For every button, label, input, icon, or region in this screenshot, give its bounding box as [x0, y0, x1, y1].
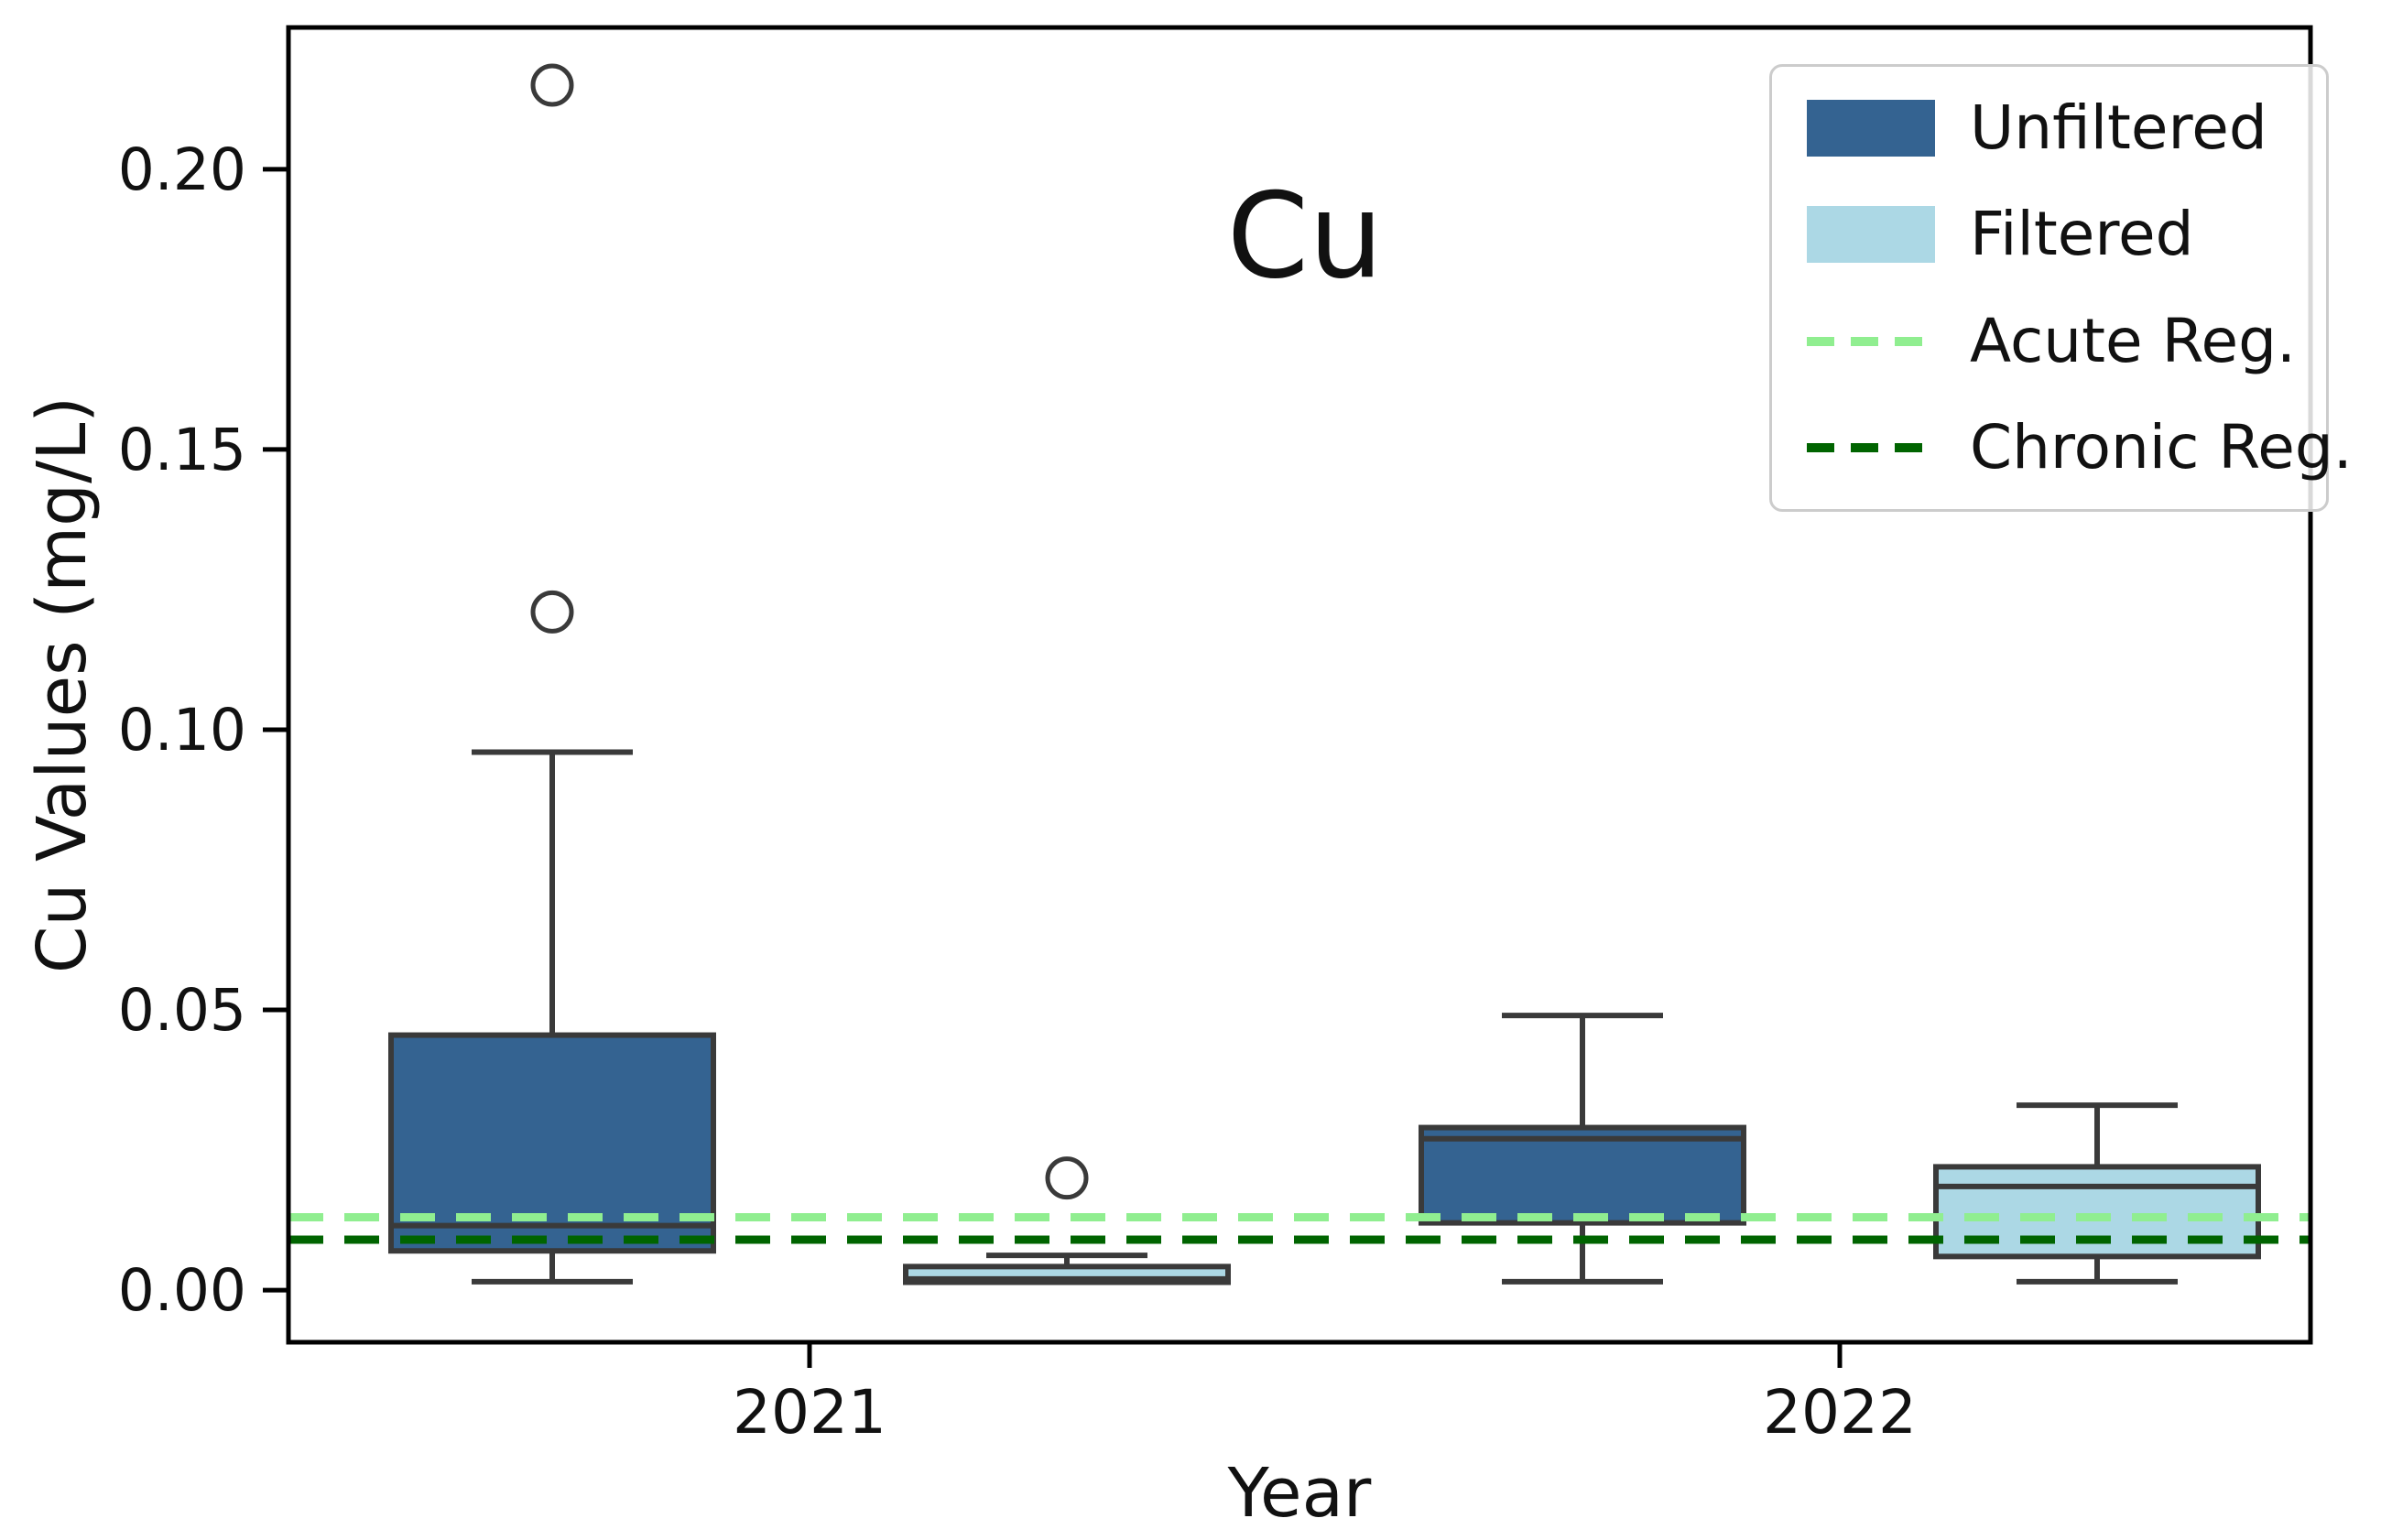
legend-label-acute-reg: Acute Reg. — [1970, 305, 2296, 376]
y-tick-label: 0.20 — [117, 136, 246, 203]
box-unfiltered-2021 — [388, 1032, 716, 1254]
legend-item-chronic-reg: Chronic Reg. — [1807, 417, 2353, 478]
filtered-swatch — [1807, 206, 1935, 264]
plot-border — [286, 25, 2313, 1345]
y-tick-label: 0.10 — [117, 696, 246, 764]
legend: Unfiltered Filtered Acute Reg. Chronic R… — [1769, 64, 2353, 512]
outlier-point-unfiltered-2021 — [530, 63, 574, 107]
y-tick-label: 0.05 — [117, 977, 246, 1045]
x-tick-label: 2022 — [1763, 1377, 1917, 1448]
legend-label-chronic-reg: Chronic Reg. — [1970, 411, 2353, 483]
legend-item-filtered: Filtered — [1807, 204, 2291, 265]
unfiltered-swatch — [1807, 100, 1935, 157]
box-unfiltered-2022 — [1419, 1124, 1746, 1226]
legend-label-filtered: Filtered — [1970, 199, 2194, 270]
chart-title: Cu — [1226, 168, 1384, 305]
outlier-point-unfiltered-2021 — [530, 590, 574, 634]
x-axis-label: Year — [1227, 1454, 1372, 1533]
x-tick-label: 2021 — [733, 1377, 886, 1448]
y-axis-label: Cu Values (mg/L) — [23, 396, 102, 974]
outlier-point-filtered-2021 — [1045, 1156, 1089, 1200]
acute-reg-line-swatch — [1807, 336, 1935, 346]
y-tick-label: 0.15 — [117, 416, 246, 483]
y-tick-label: 0.00 — [117, 1257, 246, 1325]
chronic-reg-line-swatch — [1807, 442, 1935, 452]
legend-item-unfiltered: Unfiltered — [1807, 98, 2291, 158]
legend-label-unfiltered: Unfiltered — [1970, 92, 2267, 163]
legend-item-acute-reg: Acute Reg. — [1807, 310, 2296, 372]
